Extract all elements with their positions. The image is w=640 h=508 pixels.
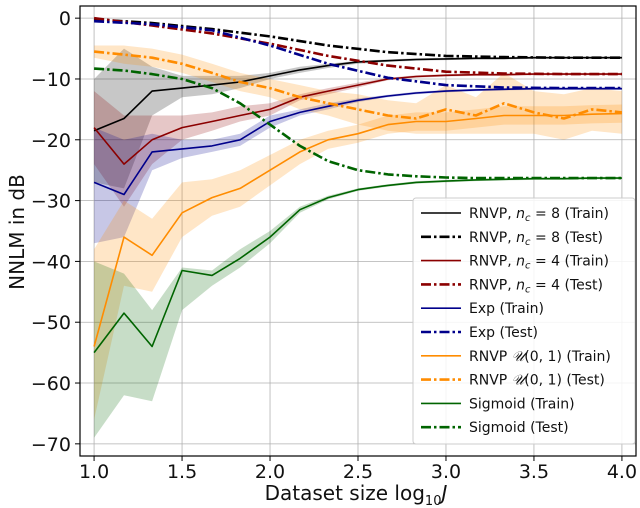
legend-label: Sigmoid (Test) <box>469 420 569 436</box>
x-axis-label-text: Dataset size log <box>265 481 425 505</box>
legend-label: RNVP 𝒰(0, 1) (Test) <box>469 373 605 389</box>
y-axis-label: NNLM in dB <box>5 174 29 290</box>
band-6 <box>94 104 622 420</box>
y-tick-label: −20 <box>31 130 71 152</box>
legend-label: RNVP, nc = 4 (Test) <box>469 277 603 295</box>
x-tick-label: 3.5 <box>519 461 549 483</box>
series-lines <box>93 16 623 354</box>
legend-label: RNVP, nc = 4 (Train) <box>469 254 609 272</box>
legend-label: RNVP, nc = 8 (Test) <box>469 230 603 248</box>
y-tick-label: −70 <box>31 434 71 456</box>
x-axis-label: Dataset size log10J <box>265 481 448 508</box>
legend-label: RNVP 𝒰(0, 1) (Train) <box>469 349 611 365</box>
x-tick-label: 1.0 <box>79 461 109 483</box>
y-tick-label: 0 <box>59 8 71 30</box>
x-tick-label: 1.5 <box>167 461 197 483</box>
x-tick-label: 2.5 <box>343 461 373 483</box>
series-line-5 <box>94 19 622 90</box>
series-line-9 <box>94 67 622 180</box>
series-line-6 <box>93 112 622 347</box>
series-line-3 <box>93 16 622 76</box>
y-tick-label: −30 <box>31 191 71 213</box>
legend-label: Exp (Train) <box>469 301 544 317</box>
x-tick-label: 3.0 <box>431 461 461 483</box>
axis-ticks: 1.0 1.5 2.0 2.5 3.0 3.5 4.0 0 −10 −20 −30 −40 −50 −60… <box>31 8 637 483</box>
legend-box <box>412 197 636 445</box>
y-tick-label: −40 <box>31 251 71 273</box>
y-tick-label: −10 <box>31 69 71 91</box>
legend-label: Exp (Test) <box>469 325 538 341</box>
x-axis-label-subscript: 10 <box>425 494 442 508</box>
legend-label: RNVP, nc = 8 (Train) <box>469 206 609 224</box>
y-tick-label: −60 <box>31 373 71 395</box>
x-axis-label-variable: J <box>437 481 447 505</box>
x-tick-label: 4.0 <box>607 461 637 483</box>
legend-label: Sigmoid (Train) <box>469 396 575 412</box>
y-tick-label: −50 <box>31 312 71 334</box>
series-line-7 <box>93 50 623 120</box>
legend: RNVP, nc = 8 (Train) RNVP, nc = 8 (Test) R… <box>412 197 636 445</box>
x-tick-label: 2.0 <box>255 461 285 483</box>
